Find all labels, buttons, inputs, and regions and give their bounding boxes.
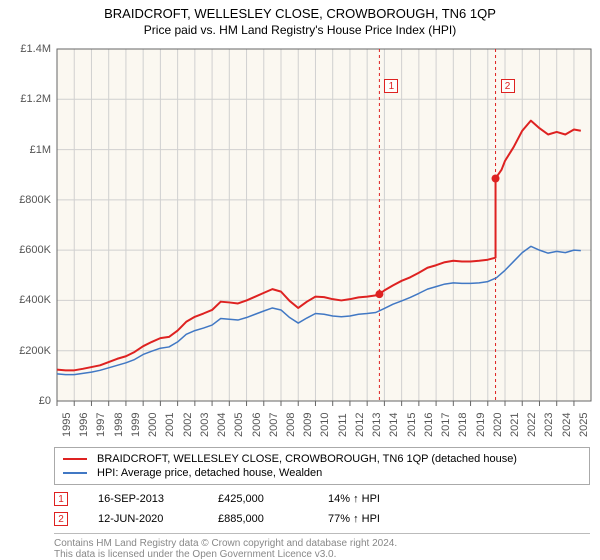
footer-line-1: Contains HM Land Registry data © Crown c… <box>54 538 590 549</box>
x-tick-label: 1997 <box>95 413 107 437</box>
x-tick-label: 2011 <box>337 413 349 437</box>
y-tick-label: £1.2M <box>9 93 51 105</box>
x-tick-label: 2020 <box>492 413 504 437</box>
legend-swatch-hpi <box>63 472 87 474</box>
chart-area: £0 £200K £400K £600K £800K £1M £1.2M £1.4M 1995 1… <box>5 41 595 443</box>
x-tick-label: 2002 <box>182 413 194 437</box>
x-tick-label: 2019 <box>475 413 487 437</box>
chart-marker-1: 1 <box>384 79 398 93</box>
legend-label-hpi: HPI: Average price, detached house, Weal… <box>97 467 322 479</box>
transaction-marker-2: 2 <box>54 512 68 526</box>
x-tick-label: 2010 <box>319 413 331 437</box>
x-tick-label: 2017 <box>440 413 452 437</box>
x-tick-label: 2000 <box>147 413 159 437</box>
x-tick-label: 2006 <box>251 413 263 437</box>
chart-title: BRAIDCROFT, WELLESLEY CLOSE, CROWBOROUGH… <box>0 0 600 21</box>
x-tick-label: 2025 <box>578 413 590 437</box>
transaction-date: 16-SEP-2013 <box>98 493 188 505</box>
legend-swatch-property <box>63 458 87 460</box>
x-tick-label: 1999 <box>130 413 142 437</box>
x-tick-label: 1998 <box>113 413 125 437</box>
transaction-delta: 77% ↑ HPI <box>328 513 380 525</box>
chart-subtitle: Price paid vs. HM Land Registry's House … <box>0 21 600 41</box>
x-tick-label: 2009 <box>302 413 314 437</box>
y-tick-label: £200K <box>9 345 51 357</box>
x-tick-label: 2003 <box>199 413 211 437</box>
x-tick-label: 2021 <box>509 413 521 437</box>
transactions-table: 1 16-SEP-2013 £425,000 14% ↑ HPI 2 12-JU… <box>54 489 590 529</box>
y-tick-label: £600K <box>9 244 51 256</box>
y-tick-label: £0 <box>9 395 51 407</box>
x-tick-label: 2001 <box>164 413 176 437</box>
transaction-price: £425,000 <box>218 493 298 505</box>
chart-marker-2: 2 <box>501 79 515 93</box>
transaction-delta: 14% ↑ HPI <box>328 493 380 505</box>
x-tick-label: 2004 <box>216 413 228 437</box>
y-tick-label: £1.4M <box>9 43 51 55</box>
x-tick-label: 2023 <box>543 413 555 437</box>
y-tick-label: £400K <box>9 294 51 306</box>
x-tick-label: 2007 <box>268 413 280 437</box>
transaction-row: 1 16-SEP-2013 £425,000 14% ↑ HPI <box>54 489 590 509</box>
x-tick-label: 2022 <box>526 413 538 437</box>
legend-label-property: BRAIDCROFT, WELLESLEY CLOSE, CROWBOROUGH… <box>97 453 517 465</box>
x-tick-label: 1996 <box>78 413 90 437</box>
footer-divider <box>54 533 590 534</box>
legend-row-property: BRAIDCROFT, WELLESLEY CLOSE, CROWBOROUGH… <box>63 452 581 466</box>
footer-text: Contains HM Land Registry data © Crown c… <box>54 538 590 560</box>
footer-line-2: This data is licensed under the Open Gov… <box>54 549 590 560</box>
x-tick-label: 2016 <box>423 413 435 437</box>
transaction-row: 2 12-JUN-2020 £885,000 77% ↑ HPI <box>54 509 590 529</box>
x-tick-label: 2014 <box>388 413 400 437</box>
transaction-date: 12-JUN-2020 <box>98 513 188 525</box>
x-tick-label: 2005 <box>233 413 245 437</box>
transaction-price: £885,000 <box>218 513 298 525</box>
x-tick-label: 2013 <box>371 413 383 437</box>
x-tick-label: 2008 <box>285 413 297 437</box>
x-tick-label: 2018 <box>457 413 469 437</box>
x-tick-label: 2012 <box>354 413 366 437</box>
x-tick-label: 2015 <box>406 413 418 437</box>
x-tick-label: 1995 <box>61 413 73 437</box>
legend: BRAIDCROFT, WELLESLEY CLOSE, CROWBOROUGH… <box>54 447 590 485</box>
legend-row-hpi: HPI: Average price, detached house, Weal… <box>63 466 581 480</box>
y-tick-label: £1M <box>9 144 51 156</box>
x-tick-label: 2024 <box>561 413 573 437</box>
transaction-marker-1: 1 <box>54 492 68 506</box>
price-chart-canvas <box>5 41 595 443</box>
y-tick-label: £800K <box>9 194 51 206</box>
